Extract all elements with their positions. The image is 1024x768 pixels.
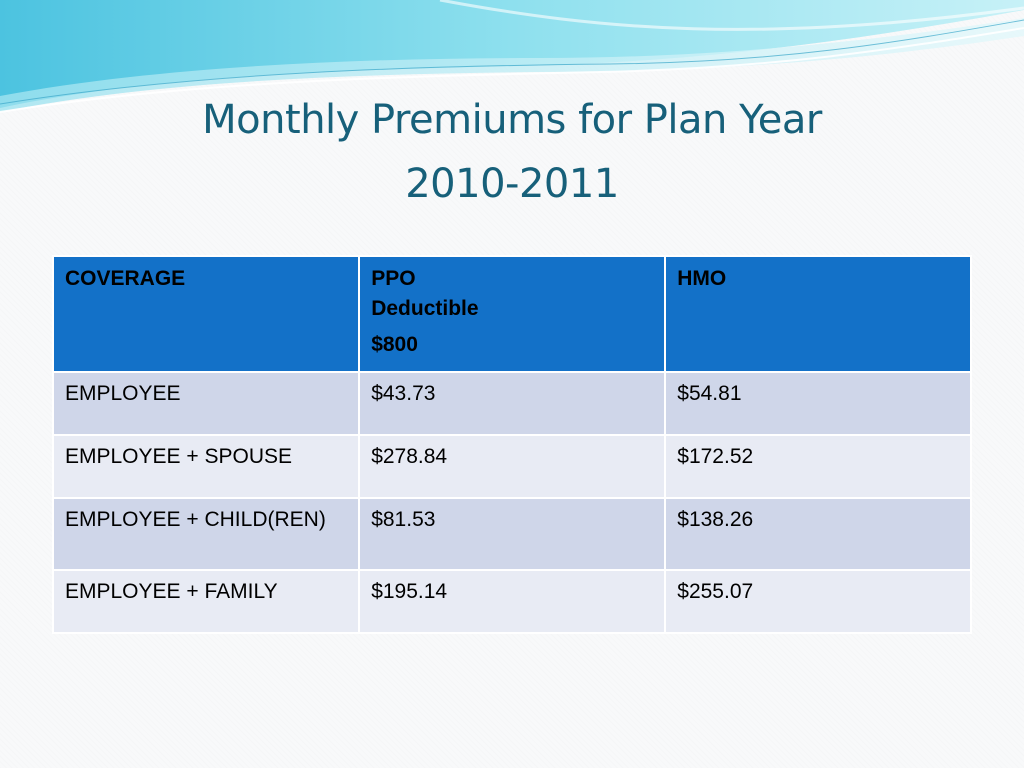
cell-coverage: EMPLOYEE + FAMILY — [51, 569, 361, 634]
table-row: EMPLOYEE $43.73 $54.81 — [51, 371, 972, 436]
premiums-table: COVERAGE PPO Deductible $800 HMO EMPLOYE… — [51, 255, 972, 634]
title-line-1: Monthly Premiums for Plan Year — [202, 97, 822, 143]
title-line-2: 2010-2011 — [405, 161, 619, 207]
header-coverage: COVERAGE — [51, 255, 361, 373]
cell-ppo: $195.14 — [358, 569, 667, 634]
cell-ppo: $81.53 — [358, 497, 667, 571]
slide-title: Monthly Premiums for Plan Year 2010-2011 — [112, 88, 912, 216]
table-header-row: COVERAGE PPO Deductible $800 HMO — [51, 255, 972, 373]
header-hmo: HMO — [664, 255, 972, 373]
header-ppo: PPO Deductible $800 — [358, 255, 667, 373]
cell-hmo: $255.07 — [664, 569, 972, 634]
table-row: EMPLOYEE + CHILD(REN) $81.53 $138.26 — [51, 497, 972, 571]
table-row: EMPLOYEE + SPOUSE $278.84 $172.52 — [51, 434, 972, 499]
header-ppo-line-3: $800 — [371, 333, 418, 356]
cell-coverage: EMPLOYEE + SPOUSE — [51, 434, 361, 499]
cell-hmo: $54.81 — [664, 371, 972, 436]
cell-ppo: $278.84 — [358, 434, 667, 499]
table-row: EMPLOYEE + FAMILY $195.14 $255.07 — [51, 569, 972, 634]
wave-decoration — [0, 0, 1024, 113]
cell-hmo: $138.26 — [664, 497, 972, 571]
cell-coverage: EMPLOYEE + CHILD(REN) — [51, 497, 361, 571]
header-ppo-line-1: PPO — [371, 267, 416, 290]
header-ppo-line-2: Deductible — [371, 297, 479, 320]
cell-coverage: EMPLOYEE — [51, 371, 361, 436]
cell-ppo: $43.73 — [358, 371, 667, 436]
cell-hmo: $172.52 — [664, 434, 972, 499]
